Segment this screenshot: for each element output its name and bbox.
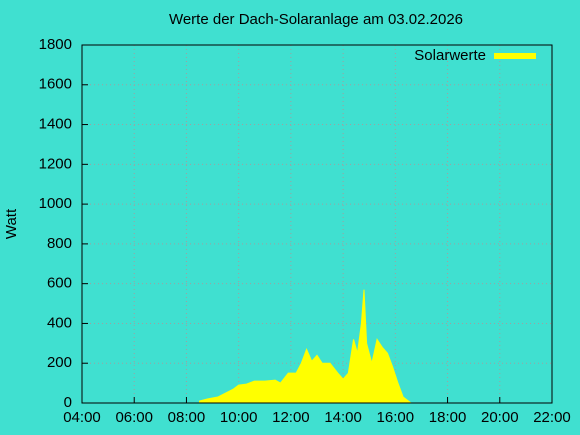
plot-frame bbox=[81, 44, 553, 404]
y-tick-label: 200 bbox=[47, 354, 72, 371]
y-tick-label: 1400 bbox=[39, 116, 72, 133]
y-axis-label: Watt bbox=[3, 208, 20, 239]
y-tick-label: 1600 bbox=[39, 76, 72, 93]
y-tick-label: 600 bbox=[47, 275, 72, 292]
x-tick-label: 04:00 bbox=[63, 409, 101, 426]
y-tick-label: 1000 bbox=[39, 195, 72, 212]
y-tick-label: 0 bbox=[64, 394, 72, 411]
chart-title: Werte der Dach-Solaranlage am 03.02.2026 bbox=[169, 11, 463, 28]
y-tick-label: 1200 bbox=[39, 155, 72, 172]
y-tick-label: 400 bbox=[47, 314, 72, 331]
x-tick-label: 08:00 bbox=[168, 409, 206, 426]
x-tick-label: 16:00 bbox=[377, 409, 415, 426]
legend-label: Solarwerte bbox=[414, 47, 486, 64]
x-tick-label: 06:00 bbox=[115, 409, 153, 426]
x-tick-label: 10:00 bbox=[220, 409, 258, 426]
area bbox=[199, 289, 413, 404]
legend-swatch bbox=[494, 53, 536, 59]
x-tick-label: 20:00 bbox=[481, 409, 519, 426]
x-tick-label: 12:00 bbox=[272, 409, 310, 426]
y-tick-label: 800 bbox=[47, 235, 72, 252]
x-tick-label: 22:00 bbox=[533, 409, 571, 426]
x-tick-label: 18:00 bbox=[429, 409, 467, 426]
y-tick-label: 1800 bbox=[39, 36, 72, 53]
x-tick-label: 14:00 bbox=[324, 409, 362, 426]
